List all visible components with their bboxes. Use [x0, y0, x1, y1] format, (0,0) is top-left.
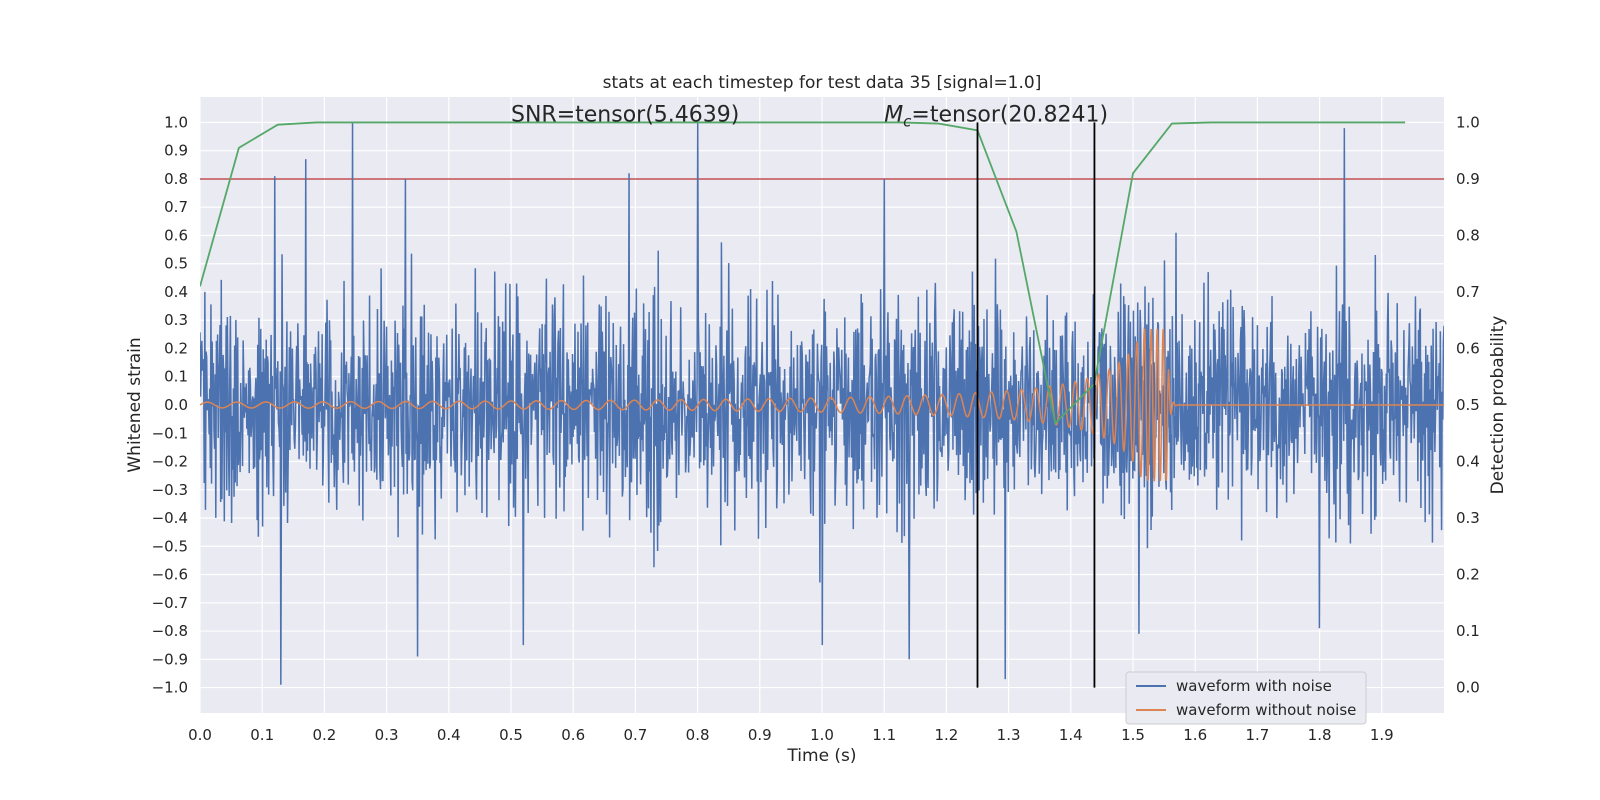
y2-tick-label: 0.3	[1456, 509, 1480, 527]
x-tick-label: 1.8	[1308, 726, 1332, 744]
y2-tick-label: 0.0	[1456, 679, 1480, 697]
x-tick-label: 1.6	[1183, 726, 1207, 744]
y-tick-label: 0.2	[164, 339, 188, 357]
legend: waveform with noise waveform without noi…	[1125, 671, 1367, 725]
x-tick-label: 0.2	[312, 726, 336, 744]
y2-tick-label: 0.4	[1456, 453, 1480, 471]
y-tick-label: −0.7	[152, 594, 188, 612]
y2-tick-label: 0.7	[1456, 283, 1480, 301]
x-tick-label: 1.3	[997, 726, 1021, 744]
x-tick-label: 1.4	[1059, 726, 1083, 744]
y2-tick-label: 0.5	[1456, 396, 1480, 414]
chirp-mass-annotation: Mc=tensor(20.8241)	[884, 102, 1108, 130]
x-tick-label: 0.8	[686, 726, 710, 744]
y-tick-label: 0.6	[164, 226, 188, 244]
x-tick-label: 0.4	[437, 726, 461, 744]
y-tick-label: 0.7	[164, 198, 188, 216]
x-tick-label: 0.3	[375, 726, 399, 744]
x-tick-label: 0.9	[748, 726, 772, 744]
y2-tick-label: 0.9	[1456, 170, 1480, 188]
y2-tick-label: 1.0	[1456, 113, 1480, 131]
y-tick-label: 0.4	[164, 283, 188, 301]
y-tick-label: −0.5	[152, 537, 188, 555]
y-tick-label: −0.9	[152, 650, 188, 668]
series-waveform-with-noise	[200, 122, 1444, 685]
series-detection-probability	[200, 121, 1406, 425]
series-waveform-without-noise	[200, 327, 1444, 482]
x-tick-label: 1.9	[1370, 726, 1394, 744]
x-tick-label: 1.5	[1121, 726, 1145, 744]
x-tick-label: 0.6	[561, 726, 585, 744]
y2-tick-label: 0.2	[1456, 566, 1480, 584]
y2-tick-label: 0.6	[1456, 339, 1480, 357]
y-tick-label: −0.4	[152, 509, 188, 527]
y2-tick-label: 0.8	[1456, 226, 1480, 244]
x-tick-label: 0.7	[623, 726, 647, 744]
y2-tick-labels: 1.0 0.9 0.8 0.7 0.6 0.5 0.4 0.3 0.2 0.1 0.0	[1456, 113, 1480, 696]
y-tick-label: −0.1	[152, 424, 188, 442]
x-tick-label: 1.0	[810, 726, 834, 744]
x-tick-label: 0.1	[250, 726, 274, 744]
y-tick-label: −1.0	[152, 679, 188, 697]
x-tick-labels: 0.0 0.1 0.2 0.3 0.4 0.5 0.6 0.7 0.8 0.9 1.0 1.1 1.2 1…	[188, 726, 1394, 744]
legend-box	[1125, 671, 1367, 725]
y-tick-label: −0.2	[152, 453, 188, 471]
y-tick-label: 0.5	[164, 255, 188, 273]
y-tick-label: −0.8	[152, 622, 188, 640]
legend-label-clean: waveform without noise	[1176, 701, 1356, 719]
x-tick-label: 1.7	[1245, 726, 1269, 744]
y-tick-label: 0.0	[164, 396, 188, 414]
x-tick-label: 1.1	[872, 726, 896, 744]
y-tick-label: 0.9	[164, 142, 188, 160]
legend-label-noise: waveform with noise	[1176, 677, 1332, 695]
y-tick-label: 0.3	[164, 311, 188, 329]
x-axis-label: Time (s)	[786, 746, 856, 766]
merger-markers	[976, 122, 1096, 688]
y2-tick-label: 0.1	[1456, 622, 1480, 640]
snr-annotation: SNR=tensor(5.4639)	[511, 102, 739, 127]
x-tick-label: 1.2	[934, 726, 958, 744]
y-axis-label: Whitened strain	[125, 337, 145, 472]
y-tick-label: −0.3	[152, 481, 188, 499]
x-tick-label: 0.0	[188, 726, 212, 744]
y-tick-label: 0.1	[164, 368, 188, 386]
y2-axis-label: Detection probability	[1488, 316, 1508, 495]
y-tick-label: −0.6	[152, 566, 188, 584]
y-tick-label: 0.8	[164, 170, 188, 188]
y-tick-label: 1.0	[164, 113, 188, 131]
annotations: SNR=tensor(5.4639) Mc=tensor(20.8241)	[511, 102, 1108, 130]
y-tick-labels: 1.0 0.9 0.8 0.7 0.6 0.5 0.4 0.3 0.2 0.1 0.0 −0.1 −0.…	[152, 113, 188, 696]
chart-title: stats at each timestep for test data 35 …	[603, 73, 1042, 93]
x-tick-label: 0.5	[499, 726, 523, 744]
